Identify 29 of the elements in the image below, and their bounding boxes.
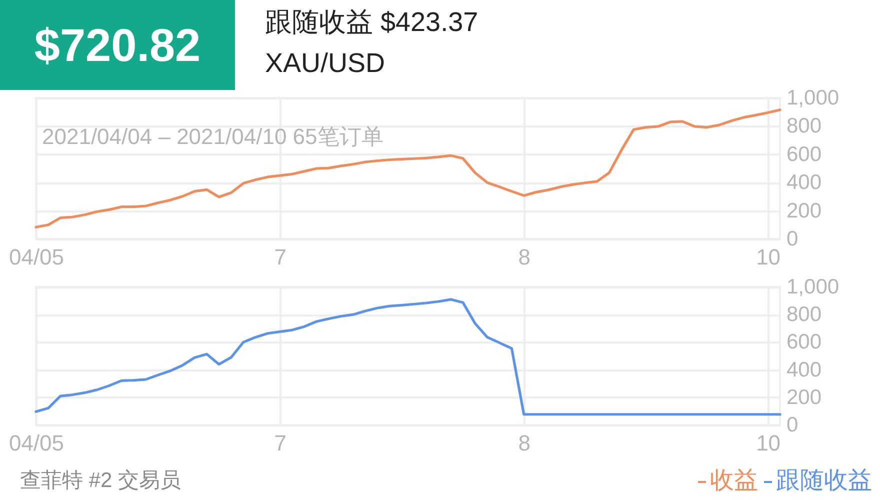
y-tick-label: 600 <box>786 142 822 166</box>
line-series <box>34 298 782 416</box>
x-tick-label: 10 <box>756 430 781 456</box>
chart-subtitle: 跟随收益 $423.37 <box>265 6 478 39</box>
y-tick-label: 800 <box>786 303 822 326</box>
y-tick-label: 0 <box>786 414 798 436</box>
x-tick-label: 10 <box>756 244 781 270</box>
x-tick-label: 7 <box>274 430 287 456</box>
text: XAU/USD <box>265 48 386 79</box>
y-tick-label: 1,000 <box>786 86 840 110</box>
y-tick-label: 200 <box>786 386 822 409</box>
y-tick-label: 600 <box>786 330 822 354</box>
x-tick-label: 8 <box>518 430 530 456</box>
y-tick-label: 0 <box>786 228 798 250</box>
x-tick-label: 04/05 <box>8 244 64 270</box>
chart-title: $720.82 <box>0 0 235 90</box>
legend-label: 收益 <box>710 467 758 494</box>
y-tick-label: 1,000 <box>786 276 840 298</box>
text: 查菲特 #2 交易员 <box>20 468 182 494</box>
y-tick-label: 400 <box>786 358 822 382</box>
y-tick-label: 400 <box>786 171 822 194</box>
y-tick-label: 800 <box>786 114 822 138</box>
y-tick-label: 200 <box>786 199 822 222</box>
annotation: 2021/04/04 – 2021/04/10 65笔订单 <box>42 123 384 151</box>
x-tick-label: 8 <box>518 244 530 270</box>
line-series <box>34 108 782 228</box>
legend-label: 跟随收益 <box>776 467 872 494</box>
x-tick-label: 04/05 <box>8 430 64 456</box>
x-tick-label: 7 <box>274 244 287 270</box>
